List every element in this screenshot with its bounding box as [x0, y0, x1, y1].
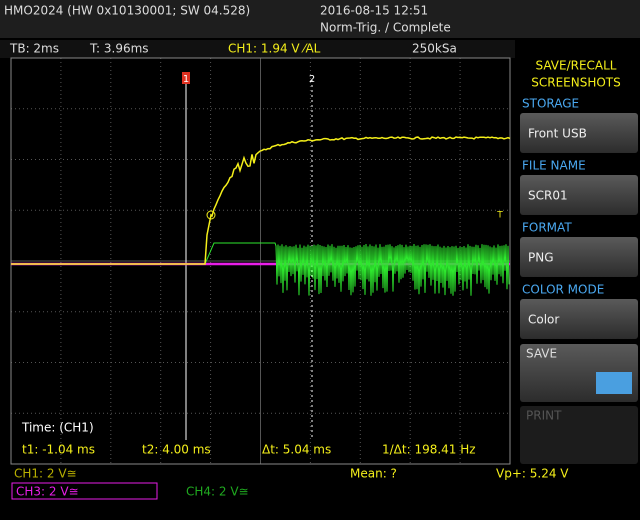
ch3-box	[11, 482, 158, 500]
trigger-point	[206, 210, 216, 220]
menu-item-value: PNG	[528, 251, 554, 265]
print-button[interactable]	[520, 406, 638, 464]
timebase: TB: 2ms	[9, 42, 59, 56]
menu-item-label: STORAGE	[522, 97, 579, 111]
menu-item-label: FORMAT	[522, 221, 572, 235]
trigger-time: T: 3.96ms	[89, 42, 149, 56]
grid	[11, 58, 510, 464]
cursor-title: Time: (CH1)	[21, 421, 94, 435]
menu-subtitle: SCREENSHOTS	[531, 76, 621, 90]
ch4-trace	[11, 242, 510, 296]
trigger-status: Norm-Trig. / Complete	[320, 21, 451, 35]
mean: Mean: ?	[350, 467, 397, 481]
cursor-inv-dt: 1/Δt: 198.41 Hz	[382, 443, 476, 457]
cursor-t1: t1: -1.04 ms	[22, 443, 95, 457]
cursor-label-2: 2	[309, 74, 315, 85]
menu-button[interactable]	[520, 113, 638, 153]
trigger-level: CH1: 1.94 V ⁄AL	[228, 42, 321, 56]
menu-item-label: COLOR MODE	[522, 283, 604, 297]
status-bar	[0, 40, 515, 58]
menu-item-value: SCR01	[528, 189, 568, 203]
grid-border	[10, 57, 511, 465]
ch4-setting: CH4: 2 V≅	[186, 485, 249, 499]
cursor-marker-1	[182, 72, 190, 84]
menu-button[interactable]	[520, 237, 638, 277]
ch1-trace	[11, 136, 511, 265]
cursor-dt: Δt: 5.04 ms	[262, 443, 331, 457]
menu-item-value: Color	[528, 313, 559, 327]
menu: STORAGE Front USB FILE NAME SCR01 FORMAT PNG C…	[520, 97, 638, 339]
menu-button[interactable]	[520, 175, 638, 215]
menu-item-value: Front USB	[528, 127, 587, 141]
vp: Vp+: 5.24 V	[496, 467, 569, 481]
menu-item-label: FILE NAME	[522, 159, 586, 173]
cursor-label-1: 1	[183, 74, 189, 85]
save-label: SAVE	[526, 347, 557, 361]
trigger-marker: T	[496, 211, 503, 221]
print-label: PRINT	[526, 409, 562, 423]
sample-rate: 250kSa	[412, 42, 457, 56]
ch3-setting: CH3: 2 V≅	[16, 485, 79, 499]
save-icon	[596, 372, 632, 394]
menu-title: SAVE/RECALL	[536, 59, 617, 73]
device-info: HMO2024 (HW 0x10130001; SW 04.528)	[4, 4, 250, 18]
header-bar	[0, 0, 640, 38]
datetime: 2016-08-15 12:51	[320, 4, 428, 18]
cursor-t2: t2: 4.00 ms	[142, 443, 211, 457]
ch1-setting: CH1: 2 V≅	[14, 467, 77, 481]
menu-button[interactable]	[520, 299, 638, 339]
